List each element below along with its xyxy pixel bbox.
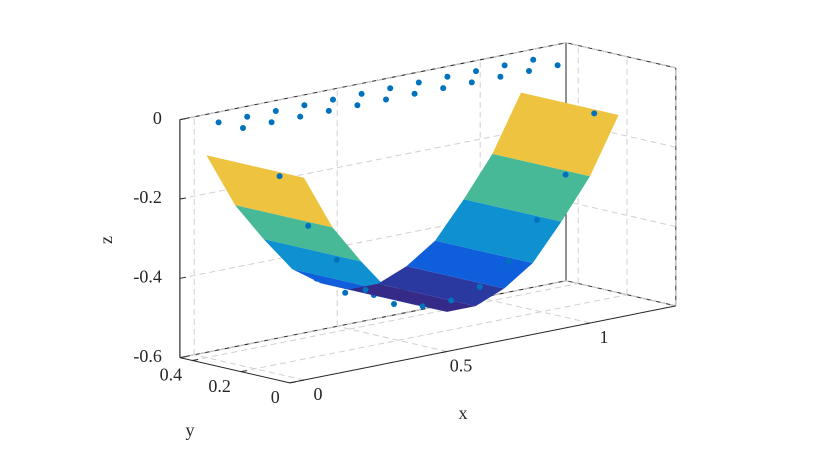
data-point xyxy=(530,56,537,63)
grid-line xyxy=(565,42,676,69)
surface-patch xyxy=(406,240,533,289)
data-point xyxy=(419,303,426,310)
data-point xyxy=(325,107,332,114)
data-point xyxy=(240,125,246,131)
y-tick-label: 0.2 xyxy=(208,376,231,396)
data-point xyxy=(276,173,283,180)
data-point xyxy=(272,108,279,114)
y-axis-label: y xyxy=(186,420,195,440)
x-tick xyxy=(298,379,305,382)
data-point xyxy=(411,90,418,97)
data-point xyxy=(362,286,369,293)
surface-patch xyxy=(235,205,362,262)
data-point xyxy=(383,96,389,103)
data-point xyxy=(554,62,561,69)
x-tick-label: 1 xyxy=(600,327,609,347)
data-point xyxy=(268,119,275,126)
data-point xyxy=(562,171,569,178)
data-point xyxy=(468,79,475,86)
data-point xyxy=(297,113,304,120)
surface-patch xyxy=(378,266,505,307)
surface-patch xyxy=(435,199,562,263)
z-tick-label: -0.4 xyxy=(133,266,162,286)
data-point xyxy=(342,289,349,296)
z-tick xyxy=(179,197,186,200)
data-point xyxy=(387,85,394,92)
data-point xyxy=(330,96,336,103)
data-point xyxy=(301,102,308,109)
z-tick xyxy=(179,276,186,279)
y-axis xyxy=(179,357,290,384)
surface-patch xyxy=(492,92,619,177)
data-point xyxy=(440,85,447,92)
y-tick-label: 0 xyxy=(271,387,280,407)
x-tick xyxy=(441,351,448,353)
x-tick xyxy=(584,322,591,325)
surface-patch xyxy=(320,283,447,312)
grid-line xyxy=(179,200,567,279)
data-point xyxy=(501,62,508,69)
grid-line xyxy=(179,280,567,359)
data-point xyxy=(244,113,251,120)
data-point xyxy=(497,73,504,80)
y-tick xyxy=(240,370,247,373)
data-point xyxy=(534,216,540,223)
z-tick-label: -0.2 xyxy=(133,187,162,207)
grid-line xyxy=(194,354,305,381)
z-axis-label: z xyxy=(96,236,116,244)
data-point xyxy=(505,258,512,265)
z-tick xyxy=(179,118,186,121)
y-tick xyxy=(289,381,296,384)
data-point xyxy=(333,256,340,263)
x-axis xyxy=(289,305,676,384)
z-tick-label: -0.6 xyxy=(133,346,162,366)
x-tick-label: 0.5 xyxy=(450,356,473,376)
data-point xyxy=(415,79,422,86)
data-point xyxy=(591,110,598,117)
x-tick-label: 0 xyxy=(314,384,323,404)
surface-patch xyxy=(463,153,590,222)
data-point xyxy=(391,301,397,307)
data-point xyxy=(448,297,455,304)
grid-line xyxy=(337,325,448,352)
grid-line xyxy=(565,280,676,307)
grid-line xyxy=(240,294,628,373)
grid-line xyxy=(565,200,676,228)
z-tick-label: 0 xyxy=(153,108,162,128)
x-axis-label: x xyxy=(459,403,468,423)
data-point xyxy=(444,73,451,80)
surface-patch xyxy=(349,283,476,312)
surface-patch xyxy=(263,239,390,292)
y-tick-label: 0.4 xyxy=(160,365,183,385)
grid-line xyxy=(480,297,591,324)
grid-line xyxy=(192,283,579,361)
z-tick xyxy=(179,356,186,359)
data-point xyxy=(473,68,479,75)
y-tick xyxy=(192,358,199,361)
data-point xyxy=(215,119,222,126)
data-point xyxy=(476,283,483,290)
data-point xyxy=(354,102,361,109)
data-point xyxy=(305,222,312,229)
grid-line xyxy=(179,42,567,121)
data-point xyxy=(358,90,365,97)
data-point xyxy=(526,68,532,74)
surface-patch xyxy=(206,155,333,228)
